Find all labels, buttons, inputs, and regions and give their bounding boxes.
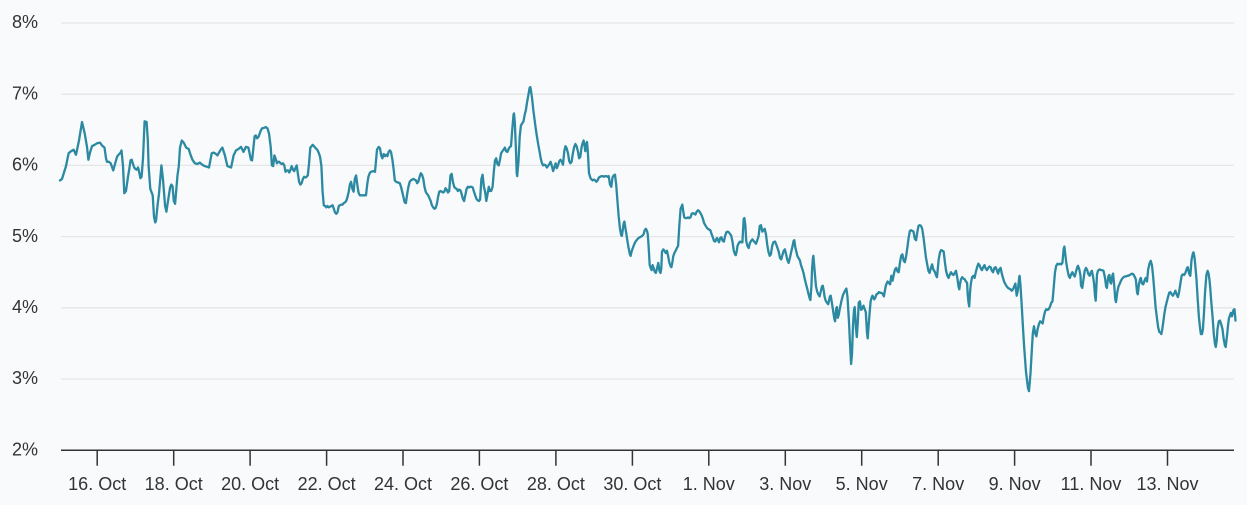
svg-text:9. Nov: 9. Nov xyxy=(989,474,1041,494)
svg-text:30. Oct: 30. Oct xyxy=(603,474,661,494)
svg-text:18. Oct: 18. Oct xyxy=(145,474,203,494)
svg-text:28. Oct: 28. Oct xyxy=(527,474,585,494)
svg-text:20. Oct: 20. Oct xyxy=(221,474,279,494)
svg-text:22. Oct: 22. Oct xyxy=(298,474,356,494)
svg-text:5. Nov: 5. Nov xyxy=(836,474,888,494)
svg-text:16. Oct: 16. Oct xyxy=(68,474,126,494)
svg-text:13. Nov: 13. Nov xyxy=(1136,474,1198,494)
svg-text:1. Nov: 1. Nov xyxy=(683,474,735,494)
svg-text:6%: 6% xyxy=(12,155,38,175)
svg-text:4%: 4% xyxy=(12,297,38,317)
svg-text:2%: 2% xyxy=(12,439,38,459)
svg-text:26. Oct: 26. Oct xyxy=(450,474,508,494)
svg-text:5%: 5% xyxy=(12,226,38,246)
svg-text:8%: 8% xyxy=(12,12,38,32)
svg-text:3%: 3% xyxy=(12,368,38,388)
svg-text:7%: 7% xyxy=(12,83,38,103)
svg-text:24. Oct: 24. Oct xyxy=(374,474,432,494)
svg-text:7. Nov: 7. Nov xyxy=(912,474,964,494)
svg-text:11. Nov: 11. Nov xyxy=(1061,474,1122,494)
svg-text:3. Nov: 3. Nov xyxy=(759,474,811,494)
